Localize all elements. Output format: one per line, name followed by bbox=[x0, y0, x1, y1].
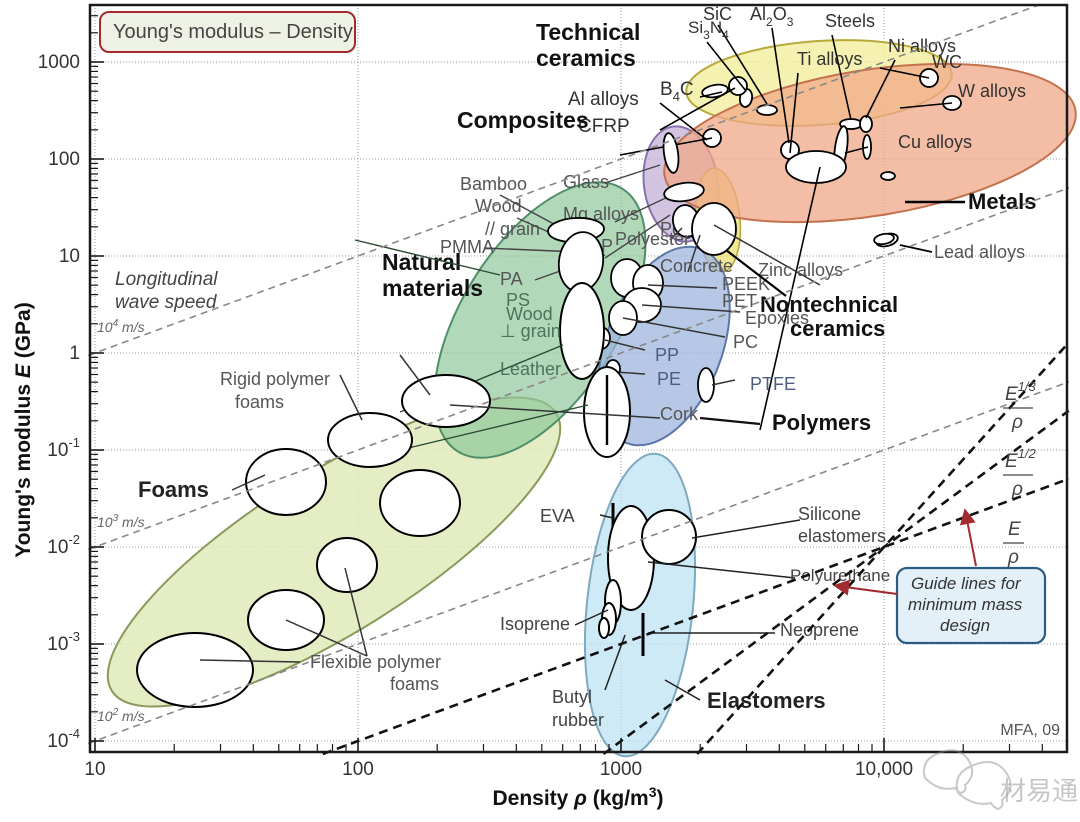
svg-text:Concrete: Concrete bbox=[660, 256, 733, 276]
svg-text:wave speed: wave speed bbox=[115, 292, 218, 313]
svg-text:100: 100 bbox=[342, 759, 374, 780]
svg-text:材易通: 材易通 bbox=[1000, 776, 1078, 806]
svg-text:Zinc alloys: Zinc alloys bbox=[758, 260, 843, 280]
svg-text:1000: 1000 bbox=[600, 759, 642, 780]
svg-text:Wood: Wood bbox=[475, 196, 522, 216]
svg-text:ρ: ρ bbox=[1011, 412, 1023, 433]
svg-text:Elastomers: Elastomers bbox=[707, 688, 826, 713]
svg-text:100: 100 bbox=[48, 149, 80, 170]
svg-text:elastomers: elastomers bbox=[798, 526, 886, 546]
svg-text:PTFE: PTFE bbox=[750, 374, 796, 394]
svg-text:1: 1 bbox=[69, 343, 80, 364]
svg-text:PE: PE bbox=[657, 369, 681, 389]
svg-text:Butyl: Butyl bbox=[552, 687, 592, 707]
svg-text:10-1: 10-1 bbox=[47, 435, 80, 461]
svg-text:Composites: Composites bbox=[457, 107, 589, 133]
svg-text:Cu alloys: Cu alloys bbox=[898, 132, 972, 152]
svg-text:Rigid polymer: Rigid polymer bbox=[220, 369, 330, 389]
svg-text:Polyester: Polyester bbox=[615, 229, 690, 249]
svg-text:102 m/s: 102 m/s bbox=[97, 707, 145, 724]
svg-text:ceramics: ceramics bbox=[536, 45, 636, 71]
svg-text:minimum mass: minimum mass bbox=[908, 595, 1023, 614]
svg-text:W alloys: W alloys bbox=[958, 81, 1026, 101]
svg-text:materials: materials bbox=[382, 275, 483, 301]
svg-text:Young's modulus E (GPa): Young's modulus E (GPa) bbox=[12, 302, 35, 557]
svg-text:E1/2: E1/2 bbox=[1005, 446, 1037, 472]
svg-text:Silicone: Silicone bbox=[798, 504, 861, 524]
svg-text:10: 10 bbox=[59, 246, 80, 267]
svg-text:Isoprene: Isoprene bbox=[500, 614, 570, 634]
svg-text:MFA, 09: MFA, 09 bbox=[1000, 722, 1060, 739]
svg-text:ρ: ρ bbox=[1007, 547, 1019, 568]
svg-text:Leather: Leather bbox=[500, 359, 561, 379]
svg-text:foams: foams bbox=[235, 392, 284, 412]
svg-text:Longitudinal: Longitudinal bbox=[115, 269, 218, 290]
svg-text:E1/3: E1/3 bbox=[1005, 379, 1037, 405]
svg-text:Lead alloys: Lead alloys bbox=[934, 242, 1025, 262]
svg-text:10-4: 10-4 bbox=[47, 726, 80, 752]
svg-text:Guide lines for: Guide lines for bbox=[911, 574, 1022, 593]
svg-text:10,000: 10,000 bbox=[855, 759, 913, 780]
svg-text:foams: foams bbox=[390, 674, 439, 694]
svg-text:Glass: Glass bbox=[563, 172, 609, 192]
svg-text:Nontechnical: Nontechnical bbox=[760, 292, 898, 317]
svg-text:Polymers: Polymers bbox=[772, 410, 871, 435]
svg-text:103 m/s: 103 m/s bbox=[97, 513, 145, 530]
svg-text:SiC: SiC bbox=[703, 4, 732, 24]
svg-text:10: 10 bbox=[84, 759, 105, 780]
svg-text:Young's modulus – Density: Young's modulus – Density bbox=[113, 21, 353, 43]
svg-text:1000: 1000 bbox=[38, 52, 80, 73]
svg-text:EVA: EVA bbox=[540, 506, 575, 526]
svg-text:PP: PP bbox=[655, 345, 679, 365]
svg-text:Steels: Steels bbox=[825, 11, 875, 31]
svg-text:design: design bbox=[940, 616, 990, 635]
svg-text:Al2O3: Al2O3 bbox=[750, 4, 794, 29]
svg-text:ceramics: ceramics bbox=[790, 316, 885, 341]
svg-text:10-2: 10-2 bbox=[47, 532, 80, 558]
svg-text:PMMA: PMMA bbox=[440, 237, 494, 257]
svg-text:PA: PA bbox=[500, 269, 523, 289]
svg-text:Foams: Foams bbox=[138, 477, 209, 502]
svg-text:Neoprene: Neoprene bbox=[780, 620, 859, 640]
svg-text:ρ: ρ bbox=[1011, 479, 1023, 500]
svg-text:104 m/s: 104 m/s bbox=[97, 318, 145, 335]
svg-text:E: E bbox=[1008, 519, 1021, 540]
svg-text:rubber: rubber bbox=[552, 710, 604, 730]
svg-text:Cork: Cork bbox=[660, 404, 699, 424]
svg-text:Metals: Metals bbox=[968, 189, 1036, 214]
svg-text:10-3: 10-3 bbox=[47, 629, 80, 655]
svg-text:PC: PC bbox=[733, 332, 758, 352]
svg-text:Density ρ (kg/m3): Density ρ (kg/m3) bbox=[492, 784, 663, 810]
svg-text:Ti alloys: Ti alloys bbox=[797, 49, 862, 69]
svg-text:// grain: // grain bbox=[485, 219, 540, 239]
svg-text:Technical: Technical bbox=[536, 19, 640, 45]
svg-text:WC: WC bbox=[932, 52, 962, 72]
svg-text:⊥ grain: ⊥ grain bbox=[500, 321, 561, 341]
svg-text:Bamboo: Bamboo bbox=[460, 174, 527, 194]
